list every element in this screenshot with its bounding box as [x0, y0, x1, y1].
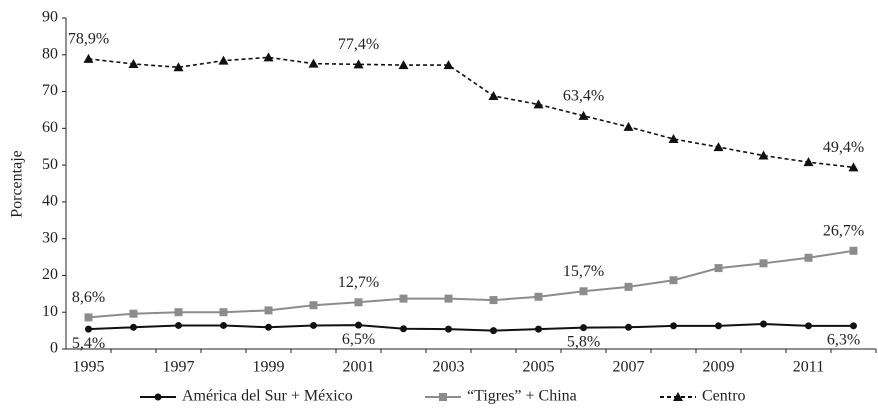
data-point: [129, 309, 138, 318]
data-point: [218, 55, 229, 65]
data-point: [264, 306, 273, 315]
x-tick-label: 1995: [73, 359, 105, 376]
data-point: [715, 322, 722, 330]
legend-marker: [439, 393, 447, 401]
x-tick-label: 2009: [703, 359, 735, 376]
series-line: [88, 322, 854, 332]
data-point: [84, 313, 93, 322]
data-label: 63,4%: [563, 88, 604, 105]
x-tick-label: 1999: [253, 359, 285, 376]
legend-label: América del Sur + México: [182, 388, 353, 405]
legend-entry: Centro: [660, 388, 746, 405]
data-point: [85, 325, 92, 333]
data-point: [803, 157, 814, 167]
data-point: [308, 58, 319, 68]
data-label: 8,6%: [72, 289, 105, 306]
data-label: 6,5%: [342, 331, 375, 348]
data-label: 5,4%: [72, 335, 105, 352]
data-point: [445, 325, 452, 333]
legend-marker: [154, 393, 162, 401]
y-tick-label: 20: [42, 266, 58, 283]
data-point: [490, 327, 497, 335]
data-point: [489, 296, 498, 305]
data-point: [533, 99, 544, 109]
x-tick-label: 2005: [523, 359, 555, 376]
series-line: [88, 249, 854, 319]
data-point: [310, 321, 317, 329]
data-point: [83, 53, 94, 63]
y-tick-label: 70: [42, 82, 58, 99]
data-point: [714, 264, 723, 273]
data-label: 15,7%: [563, 263, 604, 280]
data-point: [488, 90, 499, 100]
data-point: [804, 253, 813, 262]
y-tick-label: 60: [42, 119, 58, 136]
data-point: [399, 294, 408, 303]
y-tick-label: 90: [42, 9, 58, 26]
y-axis-label: Porcentaje: [9, 150, 26, 218]
data-label: 12,7%: [338, 274, 379, 291]
data-point: [173, 62, 184, 72]
data-point: [128, 58, 139, 68]
data-label: 26,7%: [823, 222, 864, 239]
data-point: [354, 298, 363, 307]
legend-label: Centro: [702, 388, 746, 405]
data-point: [850, 322, 857, 330]
data-label: 6,3%: [827, 332, 860, 349]
x-tick-label: 2011: [793, 359, 824, 376]
data-point: [759, 259, 768, 268]
x-tick-label: 2001: [343, 359, 375, 376]
data-label: 77,4%: [338, 36, 379, 53]
data-point: [760, 320, 767, 328]
data-point: [624, 282, 633, 291]
data-point: [355, 321, 362, 329]
data-point: [625, 323, 632, 331]
data-point: [398, 60, 409, 70]
y-tick-label: 10: [42, 303, 58, 320]
data-point: [578, 110, 589, 120]
data-point: [443, 60, 454, 70]
data-point: [670, 322, 677, 330]
legend-label: “Tigres” + China: [467, 388, 577, 405]
series-line: [88, 56, 854, 169]
data-point: [623, 121, 634, 131]
y-tick-label: 80: [42, 45, 58, 62]
data-point: [713, 142, 724, 152]
y-tick-label: 40: [42, 193, 58, 210]
x-tick-label: 2007: [613, 359, 645, 376]
y-tick-label: 30: [42, 229, 58, 246]
data-point: [265, 323, 272, 331]
data-point: [444, 294, 453, 303]
y-tick-label: 0: [50, 340, 58, 357]
data-point: [669, 276, 678, 285]
data-point: [400, 325, 407, 333]
data-point: [130, 323, 137, 331]
data-label: 78,9%: [68, 30, 109, 47]
data-point: [263, 52, 274, 62]
data-point: [535, 325, 542, 333]
data-point: [805, 322, 812, 330]
data-point: [849, 246, 858, 255]
data-point: [580, 324, 587, 332]
data-point: [668, 133, 679, 143]
data-point: [174, 308, 183, 317]
x-tick-label: 1997: [163, 359, 195, 376]
legend-entry: América del Sur + México: [140, 388, 353, 405]
data-point: [758, 150, 769, 160]
data-label: 5,8%: [567, 333, 600, 350]
data-point: [309, 301, 318, 310]
x-tick-label: 2003: [433, 359, 465, 376]
data-label: 49,4%: [823, 139, 864, 156]
data-point: [175, 321, 182, 329]
data-point: [220, 321, 227, 329]
data-point: [219, 308, 228, 317]
y-tick-label: 50: [42, 156, 58, 173]
legend-entry: “Tigres” + China: [425, 388, 577, 405]
data-point: [579, 287, 588, 296]
data-point: [848, 162, 859, 172]
data-point: [534, 292, 543, 301]
legend-marker: [673, 392, 683, 401]
data-point: [353, 59, 364, 69]
